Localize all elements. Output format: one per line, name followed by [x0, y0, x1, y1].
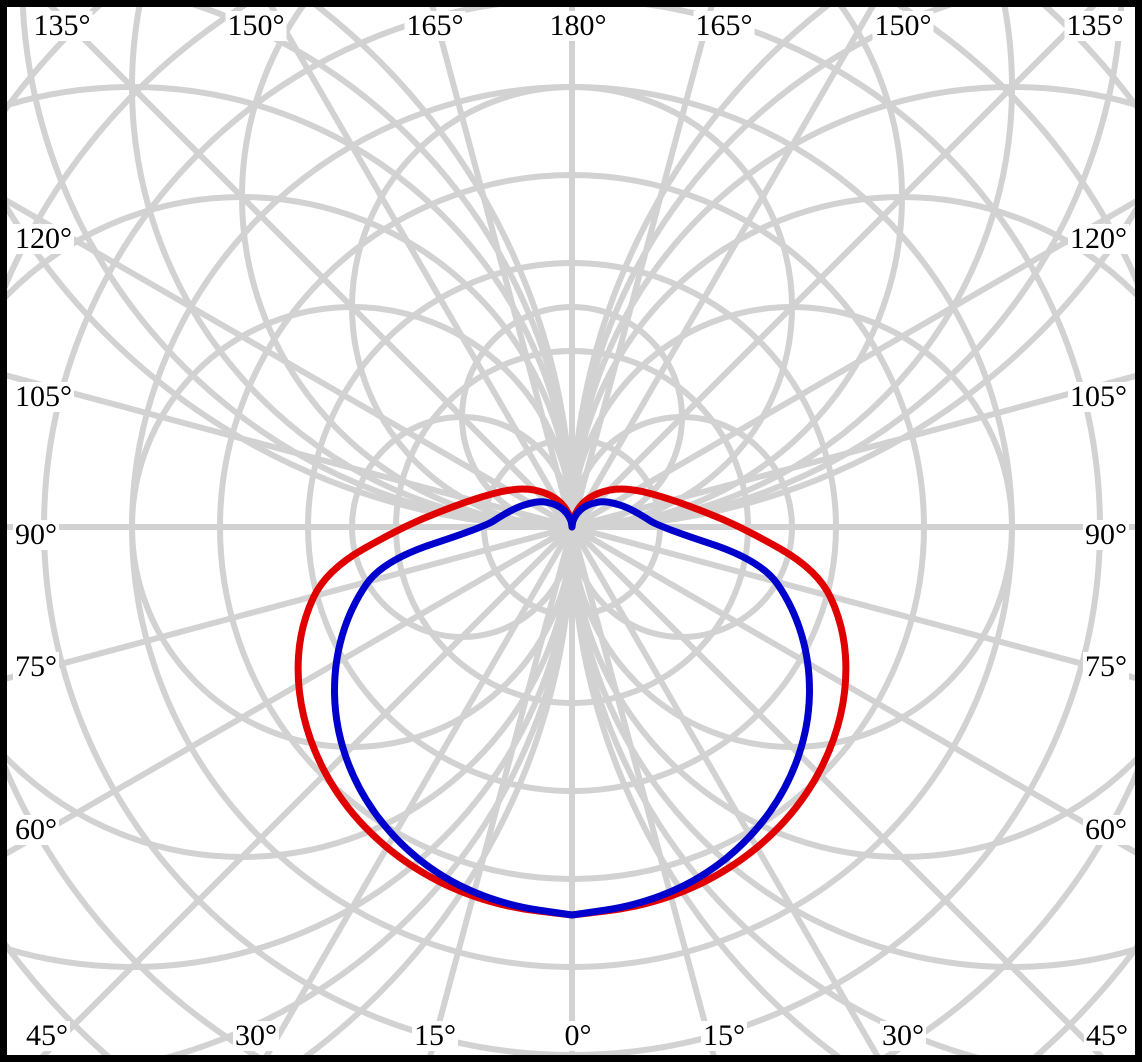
axis-tick-label: 120°: [13, 222, 74, 255]
axis-tick-label: 0°: [562, 1019, 594, 1052]
series-curve-c90-c270: [331, 498, 813, 919]
axis-tick-label: 15°: [412, 1019, 458, 1052]
axis-tick-label: 165°: [404, 9, 466, 42]
axis-tick-label: 90°: [13, 518, 59, 551]
axis-tick-label: 105°: [1068, 380, 1129, 413]
axis-tick-label: 165°: [693, 9, 755, 42]
polar-grid: [7, 7, 1135, 1055]
axis-tick-label: 60°: [13, 813, 59, 846]
axis-tick-label: 75°: [13, 650, 59, 683]
axis-tick-label: 135°: [31, 9, 93, 42]
axis-tick-label: 45°: [24, 1019, 70, 1052]
axis-tick-label: 180°: [547, 9, 609, 42]
axis-tick-label: 45°: [1084, 1019, 1130, 1052]
axis-tick-label: 120°: [1068, 222, 1129, 255]
axis-tick-label: 150°: [872, 9, 934, 42]
axis-tick-label: 75°: [1083, 650, 1129, 683]
axis-tick-label: 150°: [225, 9, 287, 42]
axis-tick-label: 30°: [233, 1019, 279, 1052]
axis-tick-label: 60°: [1083, 813, 1129, 846]
axis-tick-label: 135°: [1064, 9, 1126, 42]
axis-tick-label: 15°: [701, 1019, 747, 1052]
axis-tick-label: 105°: [13, 380, 74, 413]
polar-series: [294, 485, 850, 919]
axis-tick-label: 30°: [880, 1019, 926, 1052]
axis-tick-label: 90°: [1083, 518, 1129, 551]
polar-plot-canvas: [7, 7, 1135, 1055]
